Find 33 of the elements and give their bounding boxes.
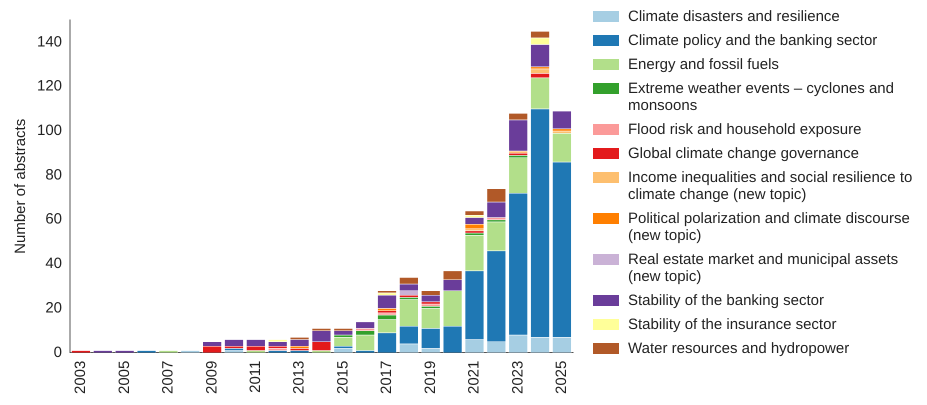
legend-label: Global climate change governance — [628, 145, 859, 162]
x-tick-label: 2017 — [378, 360, 396, 394]
legend-label: Political polarization and climate discourse (new topic) — [628, 210, 911, 244]
y-tick-label: 120 — [36, 78, 62, 95]
x-tick-label: 2011 — [246, 360, 264, 393]
y-axis-title: Number of abstracts — [12, 118, 30, 254]
legend-label: Stability of the insurance sector — [628, 316, 836, 333]
legend-label: Climate disasters and resilience — [628, 8, 840, 25]
x-tick-label: 2019 — [422, 360, 439, 394]
legend-label: Extreme weather events – cyclones and monsoons — [628, 80, 895, 114]
y-tick-label: 20 — [45, 299, 62, 316]
x-tick-label: 2007 — [160, 360, 177, 394]
x-tick-label: 2025 — [553, 360, 570, 394]
y-tick-label: 40 — [45, 255, 62, 272]
y-tick-label: 80 — [45, 166, 62, 184]
y-tick-label: 60 — [45, 210, 62, 228]
x-tick-label: 2013 — [290, 360, 308, 394]
legend-label: Water resources and hydropower — [628, 340, 850, 357]
x-tick-label: 2003 — [72, 360, 90, 394]
y-tick-label: 140 — [36, 33, 62, 50]
legend-label: Stability of the banking sector — [628, 292, 824, 309]
y-tick-label: 0 — [54, 344, 62, 361]
x-tick-label: 2009 — [203, 360, 220, 394]
legend-label: Flood risk and household exposure — [628, 121, 862, 138]
y-tick-label: 100 — [36, 122, 62, 140]
legend-label: Real estate market and municipal assets (new topic) — [628, 251, 900, 285]
legend-label: Climate policy and the banking sector — [628, 32, 878, 49]
legend-label: Income inequalities and social resilience to climate change (new topic) — [628, 169, 914, 203]
x-tick-label: 2015 — [334, 360, 352, 394]
x-tick-label: 2023 — [509, 360, 526, 394]
x-tick-label: 2021 — [466, 360, 483, 394]
x-tick-label: 2005 — [116, 360, 133, 394]
legend-label: Energy and fossil fuels — [628, 56, 779, 73]
